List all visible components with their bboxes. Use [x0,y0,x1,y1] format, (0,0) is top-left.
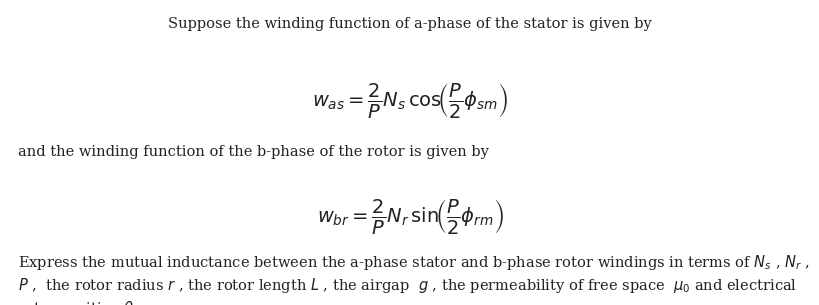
Text: Suppose the winding function of a-phase of the stator is given by: Suppose the winding function of a-phase … [168,17,651,31]
Text: $P$ ,  the rotor radius $r$ , the rotor length $L$ , the airgap  $g$ , the perme: $P$ , the rotor radius $r$ , the rotor l… [18,276,796,295]
Text: rotor position $\theta_r$ .: rotor position $\theta_r$ . [18,299,147,305]
Text: $w_{br} = \dfrac{2}{P}N_r\,\mathrm{sin}\!\left(\dfrac{P}{2}\phi_{rm}\right)$: $w_{br} = \dfrac{2}{P}N_r\,\mathrm{sin}\… [316,197,503,236]
Text: $w_{as} = \dfrac{2}{P}N_s\,\mathrm{cos}\!\left(\dfrac{P}{2}\phi_{sm}\right)$: $w_{as} = \dfrac{2}{P}N_s\,\mathrm{cos}\… [311,81,508,120]
Text: and the winding function of the b-phase of the rotor is given by: and the winding function of the b-phase … [18,145,488,159]
Text: Express the mutual inductance between the a-phase stator and b-phase rotor windi: Express the mutual inductance between th… [18,253,809,272]
